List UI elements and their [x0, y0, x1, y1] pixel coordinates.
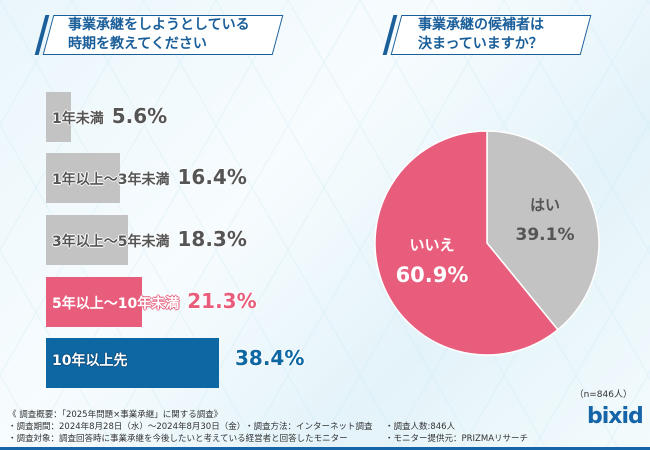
bottom-border [0, 447, 650, 450]
bar [46, 277, 142, 327]
pie-category-label: いいえ [409, 236, 454, 254]
bar-label: 3年以上～5年未満 18.3% [52, 227, 247, 251]
bar-label: 10年以上先 38.4% [52, 346, 304, 370]
footer-period: ・調査期間：2024年8月28日（水）～2024年8月30日（金） [8, 422, 246, 432]
right-title: 事業承継の候補者は 決まっていますか？ [418, 17, 544, 52]
bar [46, 215, 129, 265]
footer-count: ・調査人数:846人 [385, 422, 456, 432]
footer-method: ・調査方法：インターネット調査 [245, 422, 373, 432]
bar-label: 1年以上～3年未満 16.4% [52, 165, 247, 189]
bar-label: 1年未満 5.6% [52, 104, 167, 128]
pie-slice [486, 130, 600, 331]
bar [46, 338, 219, 388]
category-label: 5年以上～10年未満 [52, 296, 180, 312]
value-label: 5.6% [111, 104, 168, 128]
pie-value-label: 60.9% [396, 263, 469, 287]
left-title: 事業承継をしようとしている 時期を教えてください [68, 17, 250, 52]
bar-label: 5年以上～10年未満 21.3% [52, 289, 257, 313]
value-label: 16.4% [177, 165, 247, 189]
value-label: 21.3% [187, 289, 257, 313]
pie-value-label: 39.1% [516, 225, 575, 245]
pie-category-label: はい [530, 196, 560, 214]
bar [46, 153, 120, 203]
sample-size: （n=846人） [574, 390, 632, 400]
footer-provider: ・モニター提供元：PRIZMAリサーチ [385, 434, 529, 444]
category-label: 1年未満 [52, 111, 104, 127]
category-label: 3年以上～5年未満 [52, 234, 170, 250]
value-label: 18.3% [177, 227, 247, 251]
footer-target: ・調査対象：調査回答時に事業承継を今後したいと考えている経営者と回答したモニター [8, 434, 348, 444]
category-label: 10年以上先 [52, 353, 128, 369]
pie-slice [374, 130, 559, 356]
bar [46, 92, 72, 142]
category-label: 1年以上～3年未満 [52, 172, 170, 188]
bixid-logo: bixid [587, 404, 644, 429]
footer-overview: 《 調査概要：「2025年問題×事業承継」に関する調査》 [8, 410, 223, 420]
value-label: 38.4% [235, 346, 305, 370]
